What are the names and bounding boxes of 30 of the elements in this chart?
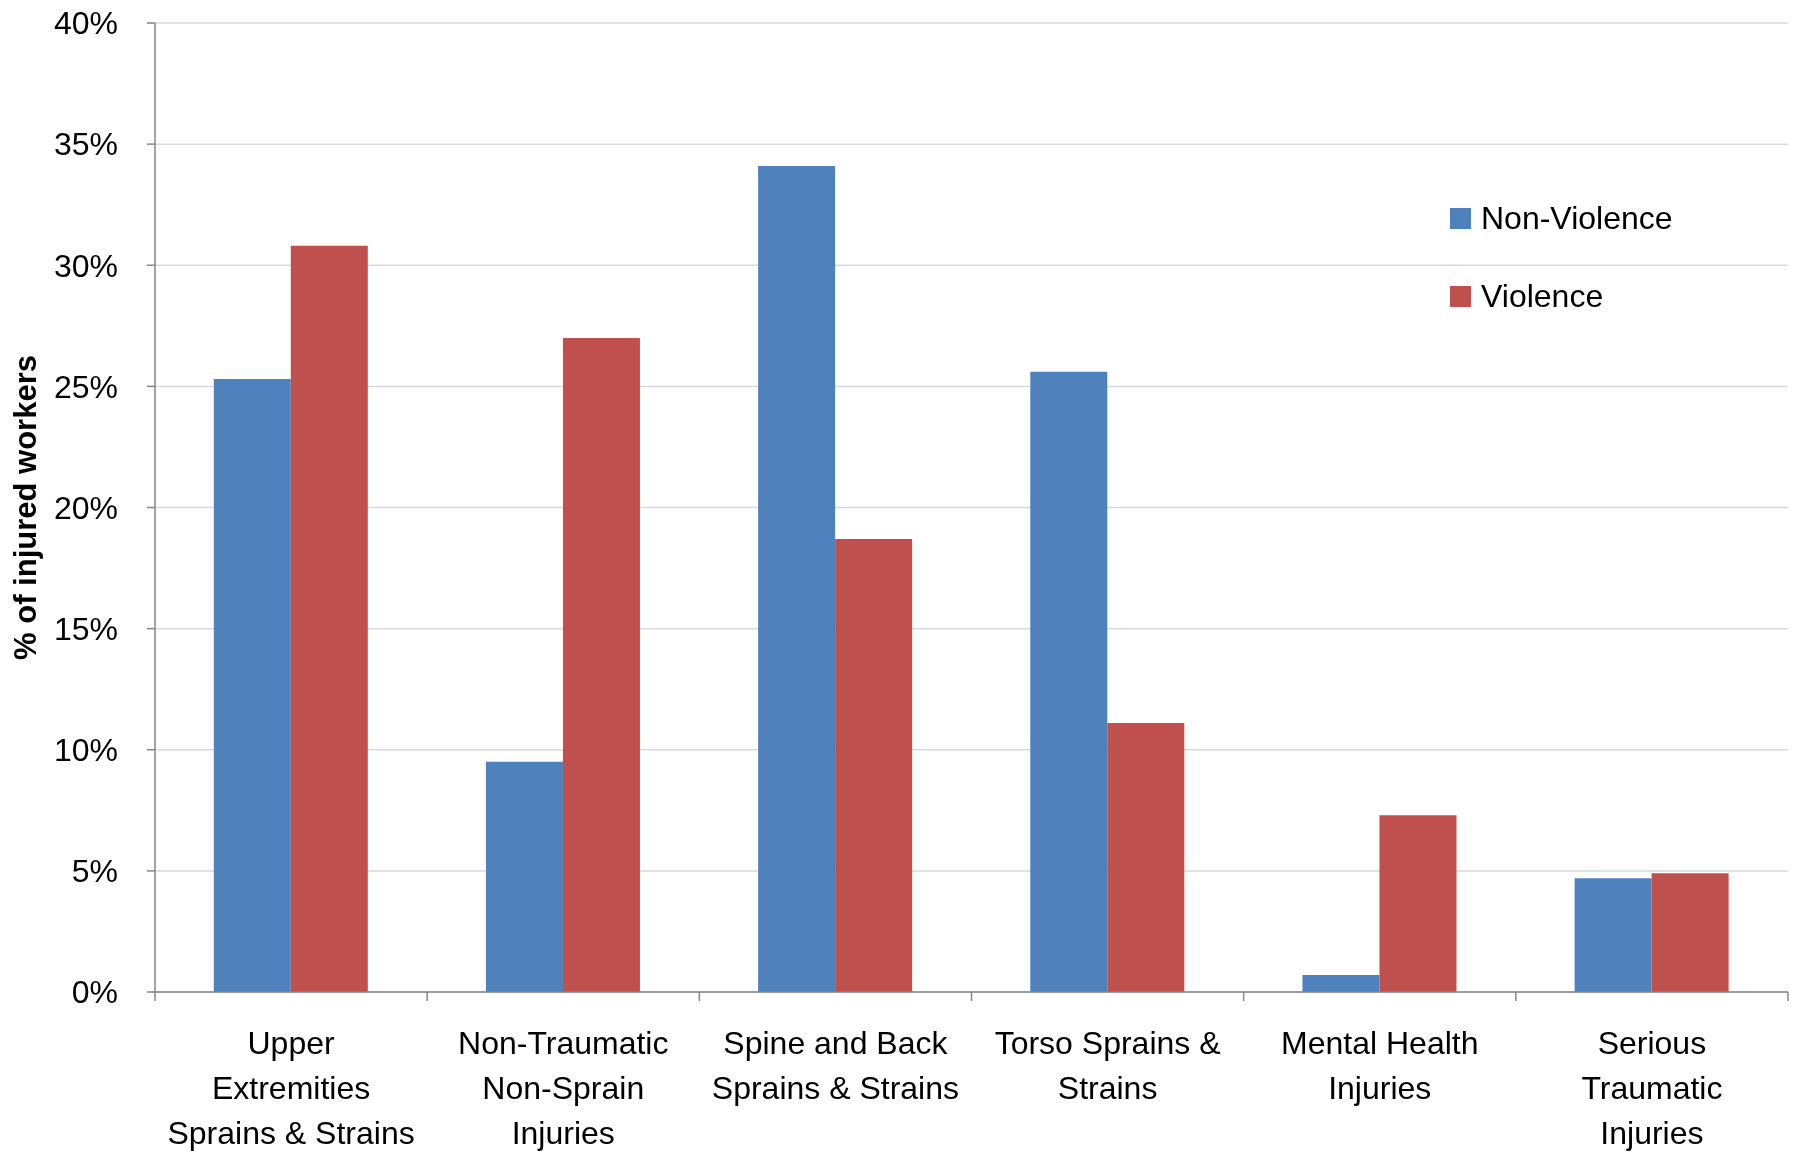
- x-tick-label: Non-Traumatic Non-Sprain Injuries: [458, 1025, 669, 1151]
- bar: [1302, 975, 1380, 992]
- bar: [1107, 723, 1185, 992]
- legend-label: Non-Violence: [1481, 199, 1673, 237]
- x-tick-label: Torso Sprains & Strains: [994, 1025, 1221, 1106]
- bar: [213, 379, 291, 992]
- x-tick-label: Serious Traumatic Injuries: [1581, 1025, 1723, 1151]
- y-tick-label: 15%: [53, 610, 118, 647]
- bar: [290, 245, 368, 992]
- x-tick-label: Spine and Back Sprains & Strains: [711, 1025, 960, 1106]
- y-tick-label: 25%: [53, 368, 118, 405]
- y-tick-label: 10%: [53, 732, 118, 769]
- bar: [1030, 371, 1108, 992]
- y-tick-label: 40%: [53, 5, 118, 42]
- x-tick-label: Upper Extremities Sprains & Strains: [167, 1025, 415, 1151]
- bar: [758, 165, 836, 992]
- y-tick-label: 20%: [53, 489, 118, 526]
- bar: [1574, 878, 1652, 992]
- y-tick-label: 5%: [71, 853, 118, 890]
- y-tick-label: 35%: [53, 126, 118, 163]
- bar: [1651, 873, 1729, 992]
- y-tick-label: 0%: [71, 974, 118, 1011]
- bar: [485, 761, 563, 992]
- bar: [835, 538, 913, 992]
- legend-label: Violence: [1481, 277, 1604, 315]
- bar: [562, 337, 640, 992]
- bar: [1379, 815, 1457, 992]
- y-axis-title: % of injured workers: [7, 355, 43, 660]
- y-tick-label: 30%: [53, 247, 118, 284]
- x-tick-label: Mental Health Injuries: [1281, 1025, 1479, 1106]
